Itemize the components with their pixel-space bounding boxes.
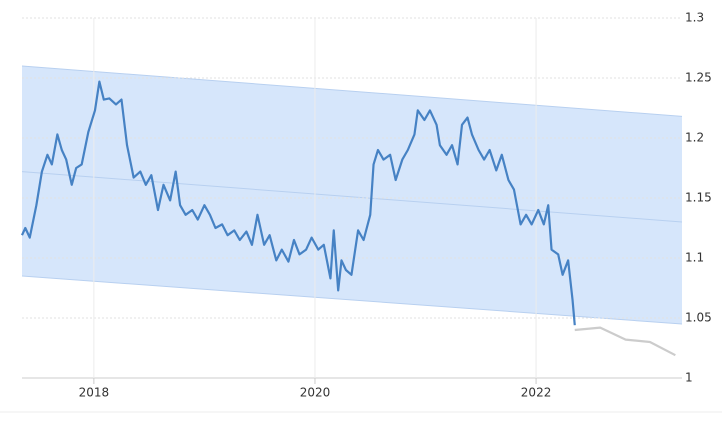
y-tick-label: 1.1 (685, 251, 704, 265)
x-tick-label: 2018 (79, 386, 110, 400)
y-tick-label: 1.25 (685, 71, 712, 85)
y-tick-label: 1.2 (685, 131, 704, 145)
channel-lower (21, 275, 683, 325)
series-line (574, 326, 676, 357)
channel-upper (21, 65, 683, 117)
y-tick-label: 1.3 (685, 11, 704, 25)
y-tick-label: 1.15 (685, 191, 712, 205)
channel-band (22, 66, 682, 324)
x-tick-label: 2020 (300, 386, 331, 400)
series-line (21, 80, 576, 326)
x-tick-label: 2022 (521, 386, 552, 400)
channel-middle (21, 171, 683, 223)
y-tick-label: 1.05 (685, 311, 712, 325)
y-tick-label: 1 (685, 371, 693, 385)
